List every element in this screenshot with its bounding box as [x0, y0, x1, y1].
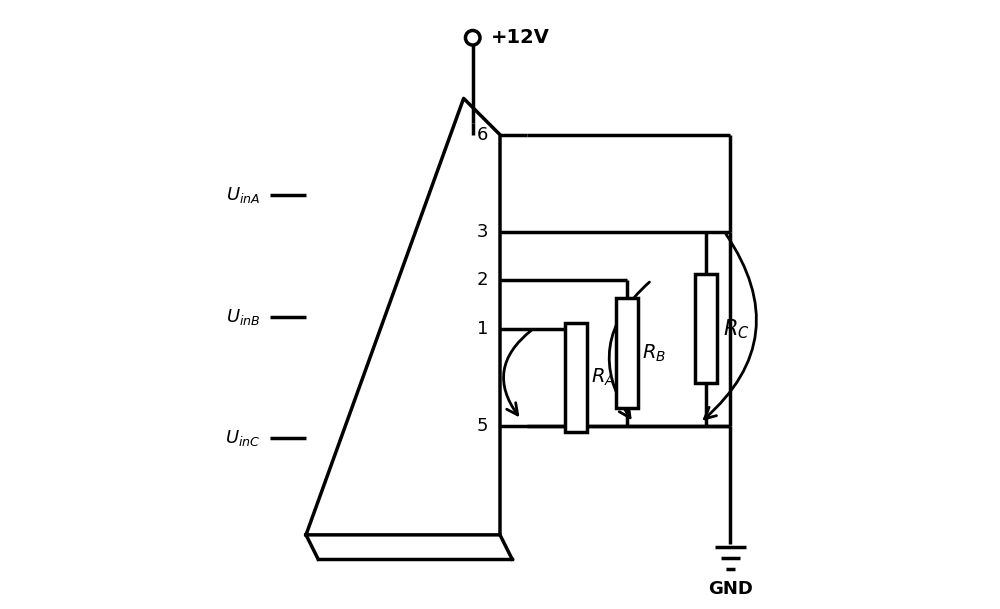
Text: 3: 3 [476, 223, 488, 241]
Text: GND: GND [708, 580, 753, 598]
Bar [565, 323, 587, 432]
Text: 6: 6 [477, 125, 488, 144]
Polygon shape [306, 99, 500, 535]
Text: 5: 5 [476, 417, 488, 435]
Text: 2: 2 [476, 271, 488, 289]
Bar [695, 274, 717, 383]
Text: $R_C$: $R_C$ [723, 317, 750, 340]
Text: $U_{inA}$: $U_{inA}$ [226, 185, 261, 205]
Text: $U_{inB}$: $U_{inB}$ [226, 306, 261, 326]
Text: $U_{inC}$: $U_{inC}$ [225, 428, 261, 448]
Text: $R_A$: $R_A$ [591, 367, 615, 388]
Text: +12V: +12V [491, 28, 550, 48]
Text: $R_B$: $R_B$ [642, 342, 667, 364]
Bar [616, 298, 638, 407]
Text: 1: 1 [477, 320, 488, 338]
